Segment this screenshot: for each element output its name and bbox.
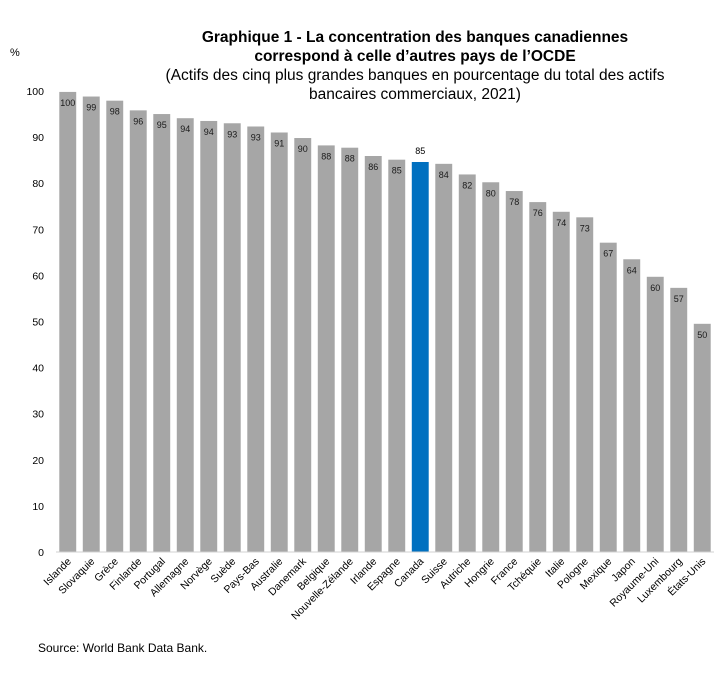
data-label: 85 xyxy=(415,146,425,156)
chart-subtitle-line-1: (Actifs des cinq plus grandes banques en… xyxy=(165,67,665,84)
chart-title: Graphique 1 - La concentration des banqu… xyxy=(150,28,680,104)
bar xyxy=(317,145,335,552)
data-label: 73 xyxy=(580,223,590,233)
data-label: 80 xyxy=(486,188,496,198)
data-label: 88 xyxy=(345,154,355,164)
chart-title-line-2: correspond à celle d’autres pays de l’OC… xyxy=(254,48,576,65)
data-label: 50 xyxy=(697,330,707,340)
bar xyxy=(270,132,288,553)
data-label: 93 xyxy=(251,132,261,142)
source-note: Source: World Bank Data Bank. xyxy=(38,641,208,655)
bar xyxy=(599,242,617,552)
data-label: 67 xyxy=(603,249,613,259)
data-label: 88 xyxy=(321,151,331,161)
bar xyxy=(153,114,171,553)
bar xyxy=(82,96,100,553)
bar xyxy=(623,259,641,552)
data-label: 99 xyxy=(86,103,96,113)
data-label: 91 xyxy=(274,138,284,148)
y-tick-label: 60 xyxy=(32,270,44,282)
bar xyxy=(129,110,147,552)
data-label: 96 xyxy=(133,116,143,126)
data-label: 100 xyxy=(60,98,75,108)
bar xyxy=(294,138,312,552)
data-label: 76 xyxy=(533,208,543,218)
bar xyxy=(576,217,594,552)
y-tick-label: 20 xyxy=(32,455,44,467)
bar xyxy=(59,91,77,552)
data-label: 78 xyxy=(509,197,519,207)
chart-subtitle-line-2: bancaires commerciaux, 2021) xyxy=(309,86,521,103)
bar xyxy=(529,202,547,552)
data-label: 60 xyxy=(650,283,660,293)
data-label: 94 xyxy=(204,127,214,137)
data-label: 93 xyxy=(227,129,237,139)
data-label: 90 xyxy=(298,144,308,154)
y-tick-label: 80 xyxy=(32,178,44,190)
data-label: 85 xyxy=(392,166,402,176)
bar xyxy=(223,123,241,553)
y-tick-label: 100 xyxy=(26,86,44,98)
data-label: 95 xyxy=(157,120,167,130)
bar xyxy=(482,182,500,552)
data-label: 86 xyxy=(368,162,378,172)
bar xyxy=(646,276,664,552)
bar xyxy=(200,120,218,552)
y-tick-label: 10 xyxy=(32,501,44,513)
bar xyxy=(106,100,124,552)
bar xyxy=(176,118,194,552)
bar-highlight xyxy=(411,161,429,552)
y-tick-label: 40 xyxy=(32,363,44,375)
data-label: 64 xyxy=(627,265,637,275)
y-tick-label: 0 xyxy=(38,547,44,559)
data-label: 84 xyxy=(439,170,449,180)
y-tick-label: 70 xyxy=(32,224,44,236)
bar xyxy=(388,159,406,552)
y-tick-label: 50 xyxy=(32,317,44,329)
y-tick-label: 30 xyxy=(32,409,44,421)
bar xyxy=(670,287,688,552)
chart-title-line-1: Graphique 1 - La concentration des banqu… xyxy=(201,29,629,46)
data-label: 94 xyxy=(180,124,190,134)
bar xyxy=(458,174,476,553)
y-axis-unit-label: % xyxy=(10,47,20,59)
data-label: 57 xyxy=(674,294,684,304)
data-label: 98 xyxy=(110,107,120,117)
bar xyxy=(247,126,265,552)
bar xyxy=(505,191,523,553)
data-label: 82 xyxy=(462,180,472,190)
bar xyxy=(364,156,382,552)
bar xyxy=(552,211,570,553)
bar xyxy=(341,147,359,552)
bar xyxy=(435,163,453,552)
y-tick-label: 90 xyxy=(32,132,44,144)
bar xyxy=(693,323,711,552)
data-label: 74 xyxy=(556,218,566,228)
